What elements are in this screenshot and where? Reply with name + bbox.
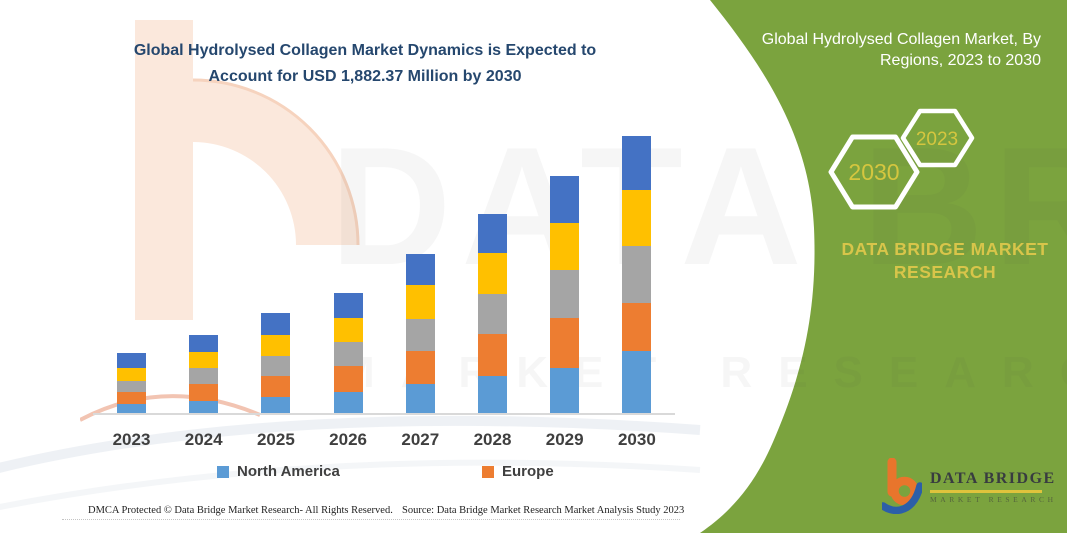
bar-segment — [261, 397, 291, 414]
bar-segment — [478, 376, 507, 414]
bar-2027 — [405, 254, 435, 414]
panel-heading-line2: Regions, 2023 to 2030 — [879, 52, 1041, 69]
panel-heading-line1: Global Hydrolysed Collagen Market, By — [761, 31, 1041, 48]
bar-segment — [261, 376, 291, 397]
bar-segment — [117, 392, 146, 404]
bar-segment — [261, 356, 291, 376]
brand-text-line1: DATA BRIDGE MARKET — [841, 239, 1049, 259]
bar-2024 — [189, 335, 219, 414]
bar-segment — [550, 223, 580, 271]
legend-swatch-north-america — [217, 465, 229, 478]
bar-segment — [261, 335, 291, 357]
bar-segment — [117, 353, 146, 369]
bar-segment — [622, 135, 652, 190]
bar-2028 — [478, 214, 507, 414]
footer-dotted-rule — [62, 519, 680, 520]
bar-segment — [622, 302, 652, 351]
bar-segment — [478, 214, 507, 254]
x-axis-label: 2024 — [184, 430, 223, 449]
watermark-logo-b — [80, 20, 360, 422]
bar-segment — [117, 368, 146, 382]
x-axis-label: 2027 — [401, 430, 440, 449]
bar-segment — [405, 384, 435, 414]
bar-segment — [189, 335, 219, 352]
hexagon-badges: 2023 2030 — [828, 108, 975, 210]
chart-title-line2: Account for USD 1,882.37 Million by 2030 — [208, 68, 522, 85]
bar-segment — [333, 293, 363, 319]
legend-item-europe: Europe — [482, 463, 554, 480]
data-bridge-logo-icon — [882, 458, 922, 514]
x-axis-label: 2029 — [545, 430, 584, 449]
bar-segment — [261, 313, 291, 336]
logo-texts: DATA BRIDGE MARKET RESEARCH — [930, 458, 1057, 504]
bar-segment — [117, 381, 146, 392]
x-axis-line — [93, 413, 675, 415]
bar-segment — [333, 342, 363, 366]
bar-segment — [189, 401, 219, 414]
bar-plot — [95, 134, 675, 414]
bar-segment — [405, 285, 435, 320]
chart-title: Global Hydrolysed Collagen Market Dynami… — [85, 38, 645, 90]
x-axis-label: 2023 — [112, 430, 151, 449]
bar-segment — [405, 254, 435, 286]
x-axis-label: 2026 — [329, 430, 367, 449]
bar-2023 — [117, 353, 146, 414]
brand-text-line2: RESEARCH — [893, 262, 997, 282]
bar-segment — [478, 334, 507, 376]
bar-segment — [550, 368, 580, 414]
bar-segment — [333, 318, 363, 343]
logo-wordmark: DATA BRIDGE — [930, 470, 1056, 487]
bar-segment — [333, 392, 363, 414]
bar-segment — [189, 352, 219, 368]
x-axis-label: 2025 — [256, 430, 295, 449]
hexagon-year-2030: 2030 — [848, 159, 899, 185]
logo-tagline: MARKET RESEARCH — [930, 494, 1057, 504]
bar-segment — [405, 319, 435, 352]
hexagon-year-2023: 2023 — [916, 129, 958, 150]
chart-legend: North America Europe — [95, 463, 675, 485]
bar-segment — [405, 351, 435, 384]
bar-segment — [189, 384, 219, 401]
bar-segment — [189, 368, 219, 384]
bar-2026 — [333, 293, 363, 414]
data-bridge-logo: DATA BRIDGE MARKET RESEARCH — [882, 458, 1057, 514]
logo-underline — [930, 490, 1042, 493]
legend-label-north-america: North America — [237, 463, 340, 480]
footer-source: Source: Data Bridge Market Research Mark… — [402, 505, 685, 516]
brand-text: DATA BRIDGE MARKET RESEARCH — [788, 238, 1067, 284]
legend-item-north-america: North America — [217, 463, 340, 480]
hexagon-outline-2030 — [828, 134, 920, 210]
x-axis-label: 2030 — [617, 430, 656, 449]
bar-segment — [550, 270, 580, 319]
bar-segment — [622, 189, 652, 246]
bar-segment — [550, 176, 580, 224]
bar-segment — [478, 253, 507, 295]
panel-heading: Global Hydrolysed Collagen Market, By Re… — [696, 29, 1041, 71]
legend-label-europe: Europe — [502, 463, 554, 480]
legend-swatch-europe — [482, 465, 494, 478]
chart-title-line1: Global Hydrolysed Collagen Market Dynami… — [133, 42, 597, 59]
bar-segment — [117, 404, 146, 414]
bar-segment — [622, 245, 652, 303]
bar-segment — [622, 350, 652, 414]
footer-dmca: DMCA Protected © Data Bridge Market Rese… — [88, 505, 393, 516]
bar-segment — [478, 294, 507, 335]
bar-2030 — [622, 135, 652, 414]
bar-2029 — [550, 176, 580, 414]
bar-segment — [333, 366, 363, 392]
x-axis-labels: 2023 2024 2025 2026 2027 2028 2029 2030 — [95, 430, 675, 454]
x-axis-label: 2028 — [473, 430, 512, 449]
bar-segment — [550, 318, 580, 369]
bar-2025 — [261, 313, 291, 414]
hexagon-outline-2023 — [900, 108, 975, 168]
